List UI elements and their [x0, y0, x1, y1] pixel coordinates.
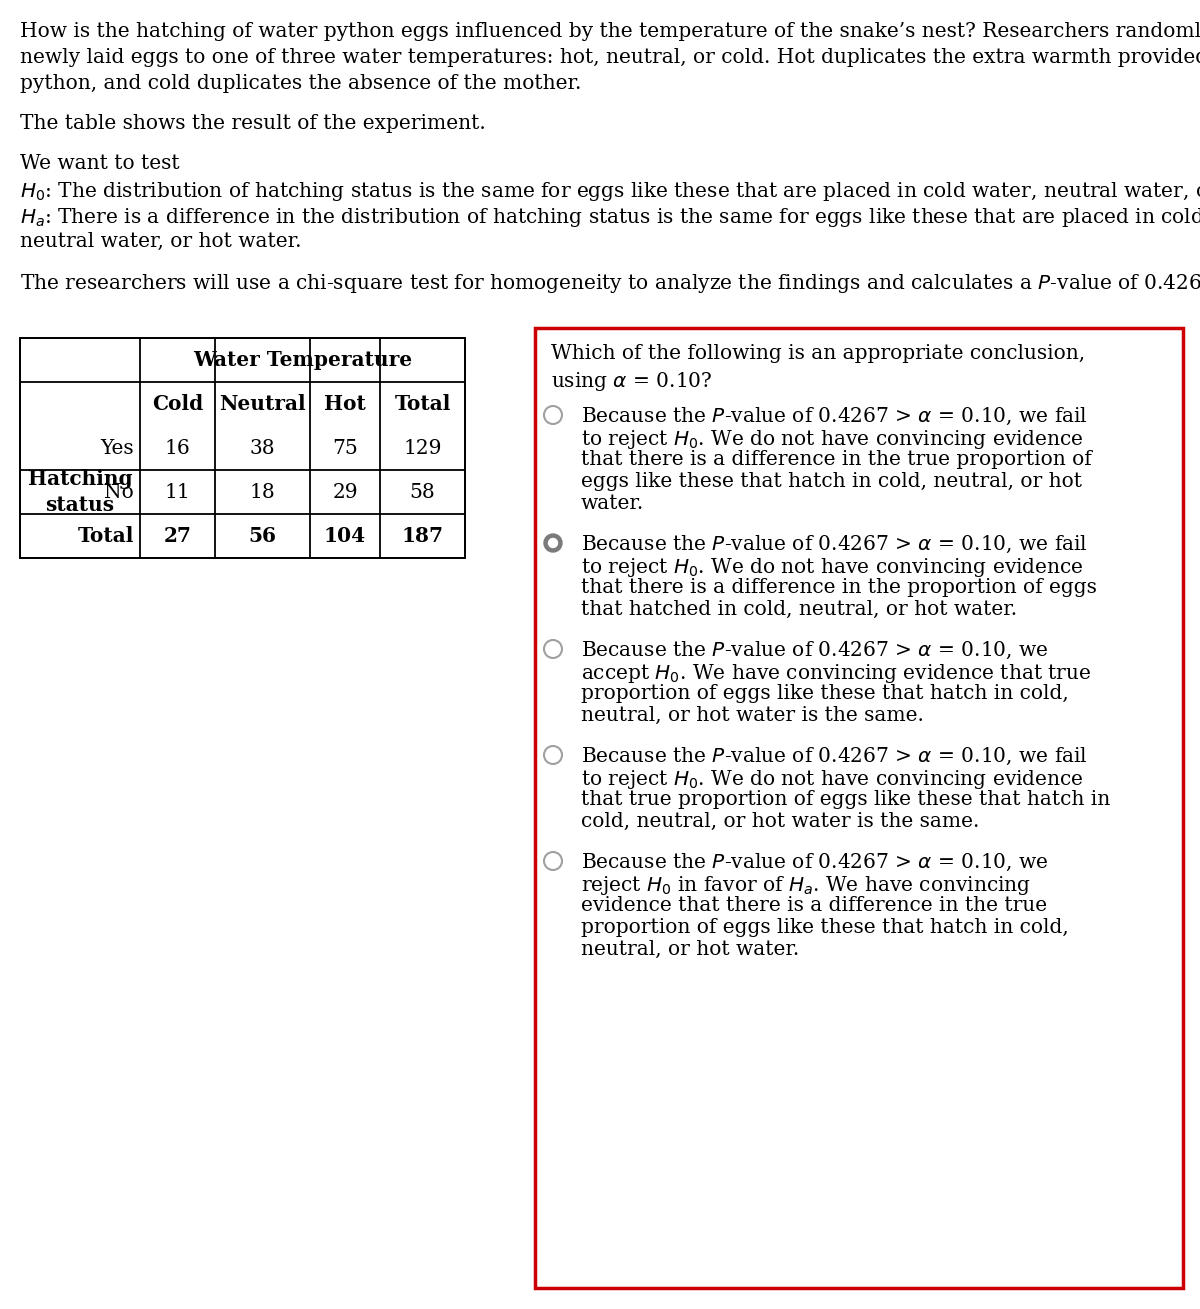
Text: cold, neutral, or hot water is the same.: cold, neutral, or hot water is the same.	[581, 812, 979, 831]
Text: Which of the following is an appropriate conclusion,: Which of the following is an appropriate…	[551, 344, 1085, 363]
Text: 104: 104	[324, 526, 366, 546]
Text: Total: Total	[78, 526, 134, 546]
Text: proportion of eggs like these that hatch in cold,: proportion of eggs like these that hatch…	[581, 918, 1069, 937]
Text: to reject $H_0$. We do not have convincing evidence: to reject $H_0$. We do not have convinci…	[581, 428, 1084, 452]
Text: that hatched in cold, neutral, or hot water.: that hatched in cold, neutral, or hot wa…	[581, 600, 1018, 619]
Text: Because the $P$-value of 0.4267 > $\alpha$ = 0.10, we fail: Because the $P$-value of 0.4267 > $\alph…	[581, 534, 1087, 555]
Text: proportion of eggs like these that hatch in cold,: proportion of eggs like these that hatch…	[581, 685, 1069, 703]
Text: Total: Total	[395, 394, 451, 414]
Text: $H_a$: There is a difference in the distribution of hatching status is the same : $H_a$: There is a difference in the dist…	[20, 206, 1200, 229]
Text: neutral, or hot water.: neutral, or hot water.	[581, 940, 799, 959]
Text: eggs like these that hatch in cold, neutral, or hot: eggs like these that hatch in cold, neut…	[581, 473, 1082, 491]
Text: newly laid eggs to one of three water temperatures: hot, neutral, or cold. Hot d: newly laid eggs to one of three water te…	[20, 48, 1200, 67]
Circle shape	[548, 538, 558, 547]
Text: 58: 58	[409, 483, 436, 501]
Text: using $\alpha$ = 0.10?: using $\alpha$ = 0.10?	[551, 370, 713, 393]
Circle shape	[544, 534, 562, 552]
Text: evidence that there is a difference in the true: evidence that there is a difference in t…	[581, 895, 1048, 915]
Text: $H_0$: The distribution of hatching status is the same for eggs like these that : $H_0$: The distribution of hatching stat…	[20, 181, 1200, 203]
Text: Cold: Cold	[152, 394, 203, 414]
Text: 29: 29	[332, 483, 358, 501]
Text: No: No	[104, 483, 134, 501]
Text: 16: 16	[164, 439, 191, 458]
Text: neutral water, or hot water.: neutral water, or hot water.	[20, 232, 301, 251]
Bar	[535, 329, 1183, 1288]
Text: that true proportion of eggs like these that hatch in: that true proportion of eggs like these …	[581, 791, 1110, 809]
Text: We want to test: We want to test	[20, 154, 180, 173]
Text: How is the hatching of water python eggs influenced by the temperature of the sn: How is the hatching of water python eggs…	[20, 22, 1200, 41]
Text: Because the $P$-value of 0.4267 > $\alpha$ = 0.10, we: Because the $P$-value of 0.4267 > $\alph…	[581, 852, 1049, 873]
Text: python, and cold duplicates the absence of the mother.: python, and cold duplicates the absence …	[20, 75, 581, 93]
Text: 11: 11	[164, 483, 191, 501]
Text: that there is a difference in the proportion of eggs: that there is a difference in the propor…	[581, 579, 1097, 597]
Text: Hot: Hot	[324, 394, 366, 414]
Text: neutral, or hot water is the same.: neutral, or hot water is the same.	[581, 706, 924, 725]
Text: 27: 27	[163, 526, 192, 546]
Text: The table shows the result of the experiment.: The table shows the result of the experi…	[20, 114, 486, 134]
Text: 56: 56	[248, 526, 276, 546]
Text: Neutral: Neutral	[220, 394, 306, 414]
Text: Water Temperature: Water Temperature	[193, 350, 412, 370]
Text: Hatching
status: Hatching status	[28, 469, 132, 516]
Text: to reject $H_0$. We do not have convincing evidence: to reject $H_0$. We do not have convinci…	[581, 768, 1084, 791]
Text: Yes: Yes	[101, 439, 134, 458]
Bar	[20, 338, 466, 558]
Text: The researchers will use a chi-square test for homogeneity to analyze the findin: The researchers will use a chi-square te…	[20, 272, 1200, 295]
Text: that there is a difference in the true proportion of: that there is a difference in the true p…	[581, 450, 1092, 469]
Text: to reject $H_0$. We do not have convincing evidence: to reject $H_0$. We do not have convinci…	[581, 556, 1084, 579]
Text: Because the $P$-value of 0.4267 > $\alpha$ = 0.10, we fail: Because the $P$-value of 0.4267 > $\alph…	[581, 406, 1087, 427]
Text: Because the $P$-value of 0.4267 > $\alpha$ = 0.10, we fail: Because the $P$-value of 0.4267 > $\alph…	[581, 746, 1087, 767]
Text: 187: 187	[402, 526, 444, 546]
Text: water.: water.	[581, 493, 644, 513]
Text: 38: 38	[250, 439, 275, 458]
Text: 129: 129	[403, 439, 442, 458]
Text: Because the $P$-value of 0.4267 > $\alpha$ = 0.10, we: Because the $P$-value of 0.4267 > $\alph…	[581, 640, 1049, 661]
Text: 18: 18	[250, 483, 275, 501]
Text: reject $H_0$ in favor of $H_a$. We have convincing: reject $H_0$ in favor of $H_a$. We have …	[581, 874, 1031, 897]
Text: 75: 75	[332, 439, 358, 458]
Text: accept $H_0$. We have convincing evidence that true: accept $H_0$. We have convincing evidenc…	[581, 662, 1091, 685]
